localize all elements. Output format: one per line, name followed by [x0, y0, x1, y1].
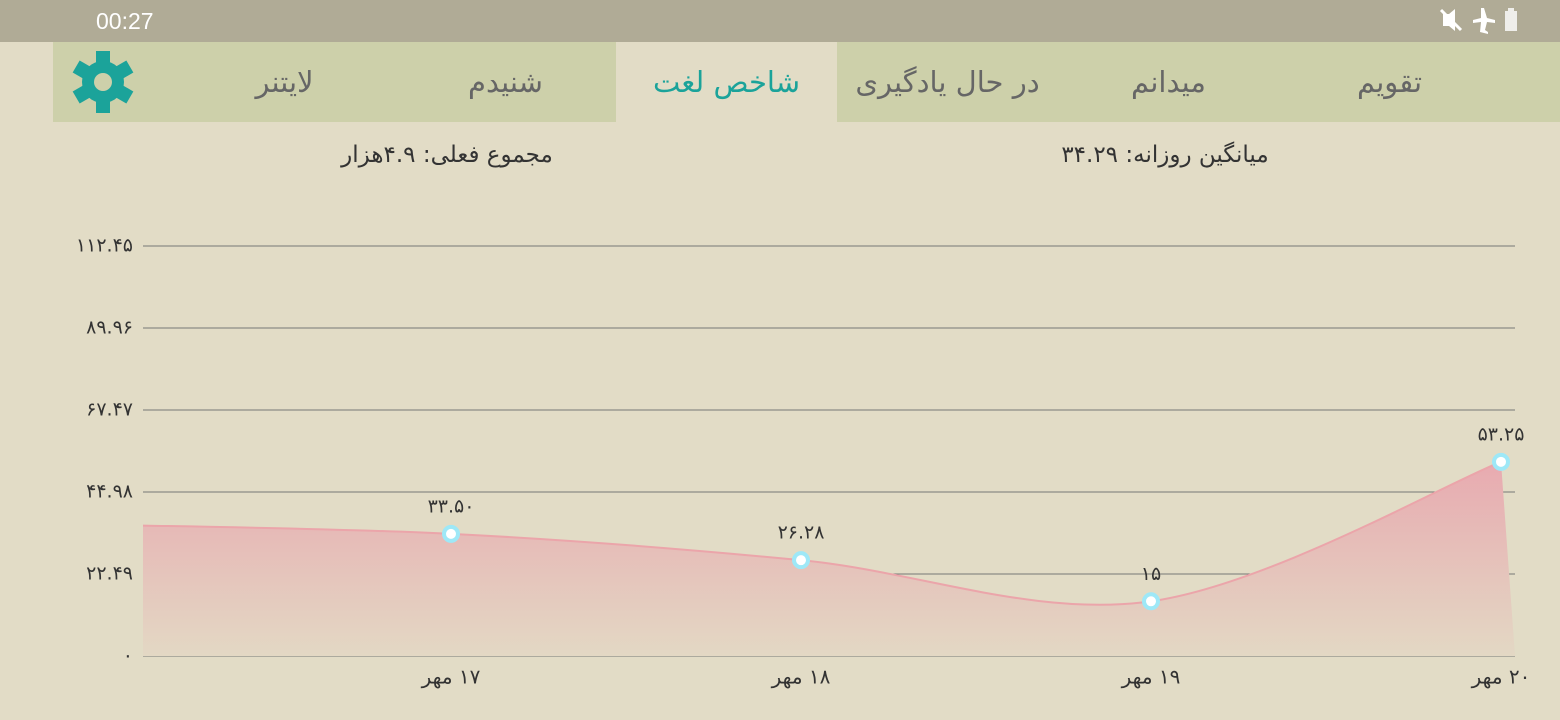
tab[interactable]: شاخص لغت [616, 42, 837, 122]
data-label: ۱۵ [1141, 563, 1161, 585]
current-total: مجموع فعلی: ۴.۹هزار [341, 142, 553, 168]
y-tick-label: ۸۹.۹۶ [86, 317, 133, 339]
data-point [1492, 452, 1510, 471]
y-tick-label: ۱۱۲.۴۵ [76, 235, 133, 257]
y-tick-label: ۴۴.۹۸ [86, 481, 133, 503]
data-point [442, 524, 460, 543]
x-tick-label: ۲۰ مهر [1471, 665, 1531, 689]
y-tick-label: ۰ [123, 645, 133, 667]
tab[interactable]: لایتنر [255, 65, 314, 99]
tab-bar: تقویم میدانم در حال یادگیری شاخص لغت شنیدم لا… [53, 42, 1560, 122]
x-tick-label: ۱۷ مهر [421, 665, 481, 689]
clock: 00:27 [96, 8, 154, 34]
x-tick-label: ۱۸ مهر [771, 665, 831, 689]
data-label: ۳۳.۵۰ [428, 495, 475, 517]
status-icons [1439, 8, 1517, 34]
data-point [792, 551, 810, 570]
area-fill [143, 461, 1515, 656]
y-tick-label: ۶۷.۴۷ [86, 399, 133, 421]
tab[interactable]: شنیدم [468, 65, 543, 99]
tab[interactable]: میدانم [1131, 65, 1206, 99]
status-bar: 00:27 [0, 0, 1560, 42]
tab[interactable]: تقویم [1356, 65, 1423, 99]
data-point [1142, 592, 1160, 611]
y-tick-label: ۲۲.۴۹ [86, 563, 133, 585]
x-tick-label: ۱۹ مهر [1121, 665, 1181, 689]
daily-average: میانگین روزانه: ۳۴.۲۹ [1061, 142, 1269, 168]
tab[interactable]: در حال یادگیری [855, 65, 1040, 99]
settings-icon[interactable] [71, 50, 135, 114]
data-label: ۵۳.۲۵ [1478, 423, 1525, 445]
data-label: ۲۶.۲۸ [778, 522, 825, 544]
